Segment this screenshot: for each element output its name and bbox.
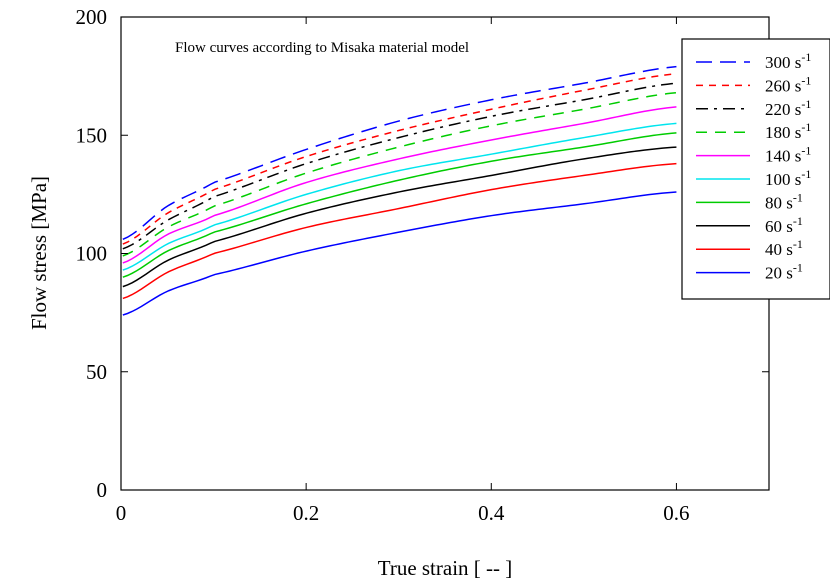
y-tick-label: 50 xyxy=(86,360,107,384)
series-line-3 xyxy=(122,91,677,257)
legend-label-superscript: -1 xyxy=(801,97,811,111)
series-line-2 xyxy=(122,82,677,250)
x-tick-label: 0.4 xyxy=(478,501,505,525)
tick-layer: 0 0.2 0.4 0.6 0 50 100 150 200 xyxy=(76,5,769,525)
series-layer xyxy=(122,65,677,316)
y-tick-label: 0 xyxy=(97,478,108,502)
legend-label-text: 140 s xyxy=(765,147,801,166)
legend-label-superscript: -1 xyxy=(801,144,811,158)
series-line-1 xyxy=(122,73,677,245)
legend-box xyxy=(681,38,830,300)
x-tick-label: 0 xyxy=(116,501,127,525)
legend-label-text: 80 s xyxy=(765,193,793,212)
legend-label: 40 s-1 xyxy=(765,237,803,259)
legend-label-superscript: -1 xyxy=(793,214,803,228)
y-axis-label: Flow stress [MPa] xyxy=(27,176,51,330)
legend-label-superscript: -1 xyxy=(801,120,811,134)
series-line-8 xyxy=(122,162,677,300)
legend-label-text: 300 s xyxy=(765,53,801,72)
legend-label-text: 260 s xyxy=(765,76,801,95)
legend-label-superscript: -1 xyxy=(793,261,803,275)
x-axis-label: True strain [ -- ] xyxy=(378,556,513,580)
legend-label-superscript: -1 xyxy=(793,190,803,204)
legend-label-text: 180 s xyxy=(765,123,801,142)
legend-label: 260 s-1 xyxy=(765,73,811,95)
series-line-5 xyxy=(122,122,677,271)
series-line-0 xyxy=(122,65,677,240)
series-line-7 xyxy=(122,146,677,288)
legend-label-text: 40 s xyxy=(765,240,793,259)
legend-label-superscript: -1 xyxy=(801,73,811,87)
legend-label-text: 20 s xyxy=(765,264,793,283)
chart-title: Flow curves according to Misaka material… xyxy=(175,40,469,56)
series-line-6 xyxy=(122,132,677,278)
legend-label: 80 s-1 xyxy=(765,190,803,212)
legend-label-text: 60 s xyxy=(765,217,793,236)
series-line-4 xyxy=(122,106,677,264)
legend-label: 100 s-1 xyxy=(765,167,811,189)
legend-label-text: 100 s xyxy=(765,170,801,189)
y-tick-label: 200 xyxy=(76,5,108,29)
y-tick-label: 150 xyxy=(76,123,108,147)
legend-label: 60 s-1 xyxy=(765,214,803,236)
legend-label-superscript: -1 xyxy=(801,167,811,181)
legend-label-superscript: -1 xyxy=(801,50,811,64)
y-tick-label: 100 xyxy=(76,242,108,266)
x-tick-label: 0.2 xyxy=(293,501,319,525)
x-tick-label: 0.6 xyxy=(663,501,689,525)
legend-label: 180 s-1 xyxy=(765,120,811,142)
legend-label-text: 220 s xyxy=(765,100,801,119)
legend-label: 20 s-1 xyxy=(765,261,803,283)
legend-label: 300 s-1 xyxy=(765,50,811,72)
series-line-9 xyxy=(122,191,677,316)
legend-label: 140 s-1 xyxy=(765,144,811,166)
legend-label-superscript: -1 xyxy=(793,237,803,251)
legend-label: 220 s-1 xyxy=(765,97,811,119)
